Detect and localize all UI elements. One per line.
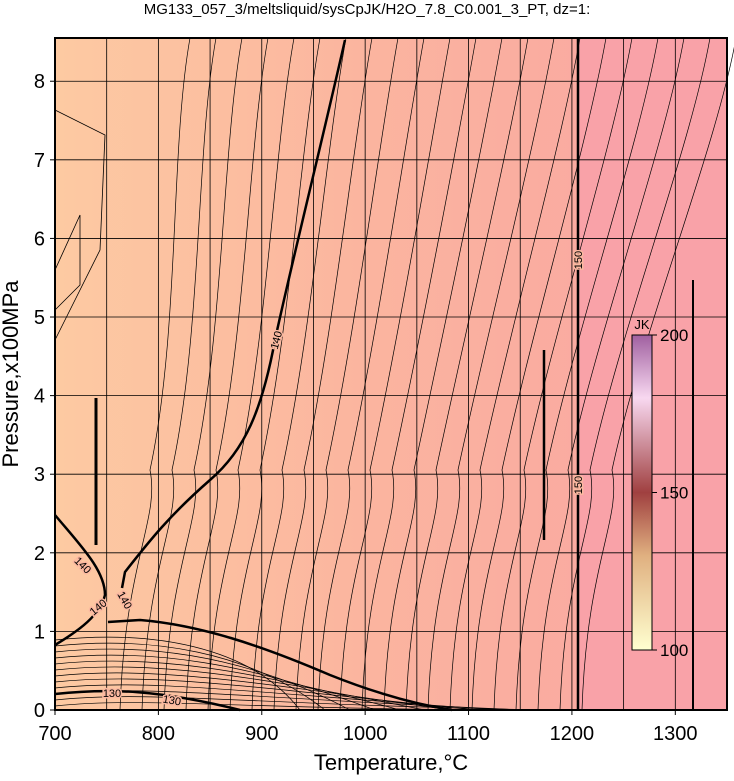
y-tick-label: 3 xyxy=(34,464,45,486)
contour-label: 140 xyxy=(269,330,285,351)
contour-line xyxy=(54,636,301,711)
contour-line xyxy=(559,37,711,711)
y-tick-label: 6 xyxy=(34,228,45,250)
contour-line xyxy=(251,37,347,711)
contour-line xyxy=(207,37,295,711)
chart-title: MG133_057_3/meltsliquid/sysCpJK/H2O_7.8_… xyxy=(144,1,591,18)
contour-line xyxy=(54,109,106,341)
y-tick-label: 0 xyxy=(34,700,45,722)
contour-line xyxy=(163,37,243,711)
x-tick-label: 1000 xyxy=(343,723,388,745)
x-tick-label: 800 xyxy=(142,723,175,745)
contour-line xyxy=(54,648,351,711)
contour-line xyxy=(581,46,734,711)
colorbar xyxy=(631,334,653,651)
contour-line xyxy=(295,37,399,711)
plot-frame xyxy=(54,37,728,711)
contour-label: 150 xyxy=(573,251,585,269)
contour-line xyxy=(515,37,659,711)
y-tick-label: 4 xyxy=(34,386,45,408)
contour-line xyxy=(54,660,401,711)
colorbar-tick-label: 150 xyxy=(660,484,688,503)
x-tick-label: 1100 xyxy=(447,723,490,745)
colorbar-label: JK xyxy=(634,317,650,332)
contour-line xyxy=(493,37,633,711)
contour-line xyxy=(427,37,555,711)
contour-label: 130 xyxy=(162,693,182,708)
contour-line xyxy=(54,514,107,647)
contours xyxy=(54,37,734,712)
contour-line xyxy=(54,684,501,711)
y-tick-label: 7 xyxy=(34,150,45,172)
contour-line xyxy=(383,37,503,711)
x-tick-label: 1300 xyxy=(653,723,698,745)
y-tick-label: 5 xyxy=(34,307,45,329)
contour-line xyxy=(54,696,551,711)
contour-line xyxy=(339,37,451,711)
x-tick-label: 1200 xyxy=(550,723,595,745)
contour-line xyxy=(54,642,326,711)
x-tick-label: 700 xyxy=(38,723,71,745)
contour-line xyxy=(54,654,376,711)
contour-line xyxy=(449,37,581,711)
colorbar-tick-label: 200 xyxy=(660,326,688,345)
contour-line xyxy=(471,37,607,711)
y-tick-label: 8 xyxy=(34,71,45,93)
contour-line xyxy=(229,37,321,711)
contour-line xyxy=(119,37,191,711)
x-axis-label: Temperature,°C xyxy=(314,750,468,775)
contour-line xyxy=(54,672,451,711)
y-axis-label: Pressure,x100MPa xyxy=(0,280,23,468)
contour-line xyxy=(141,37,217,711)
grid xyxy=(54,38,727,711)
y-tick-label: 1 xyxy=(34,621,45,643)
contour-label: 130 xyxy=(103,688,121,700)
contour-line xyxy=(361,37,477,711)
contour-line xyxy=(317,37,425,711)
contour-line xyxy=(120,39,347,589)
contour-label: 150 xyxy=(573,476,585,494)
x-tick-label: 900 xyxy=(245,723,278,745)
contour-line xyxy=(405,37,529,711)
y-tick-label: 2 xyxy=(34,543,45,565)
contour-line xyxy=(54,690,526,711)
contour-line xyxy=(54,678,476,711)
contour-line xyxy=(185,37,269,711)
contour-line xyxy=(273,37,373,711)
contour-line xyxy=(537,37,685,711)
colorbar-tick-label: 100 xyxy=(660,641,688,660)
contour-line xyxy=(107,618,453,712)
